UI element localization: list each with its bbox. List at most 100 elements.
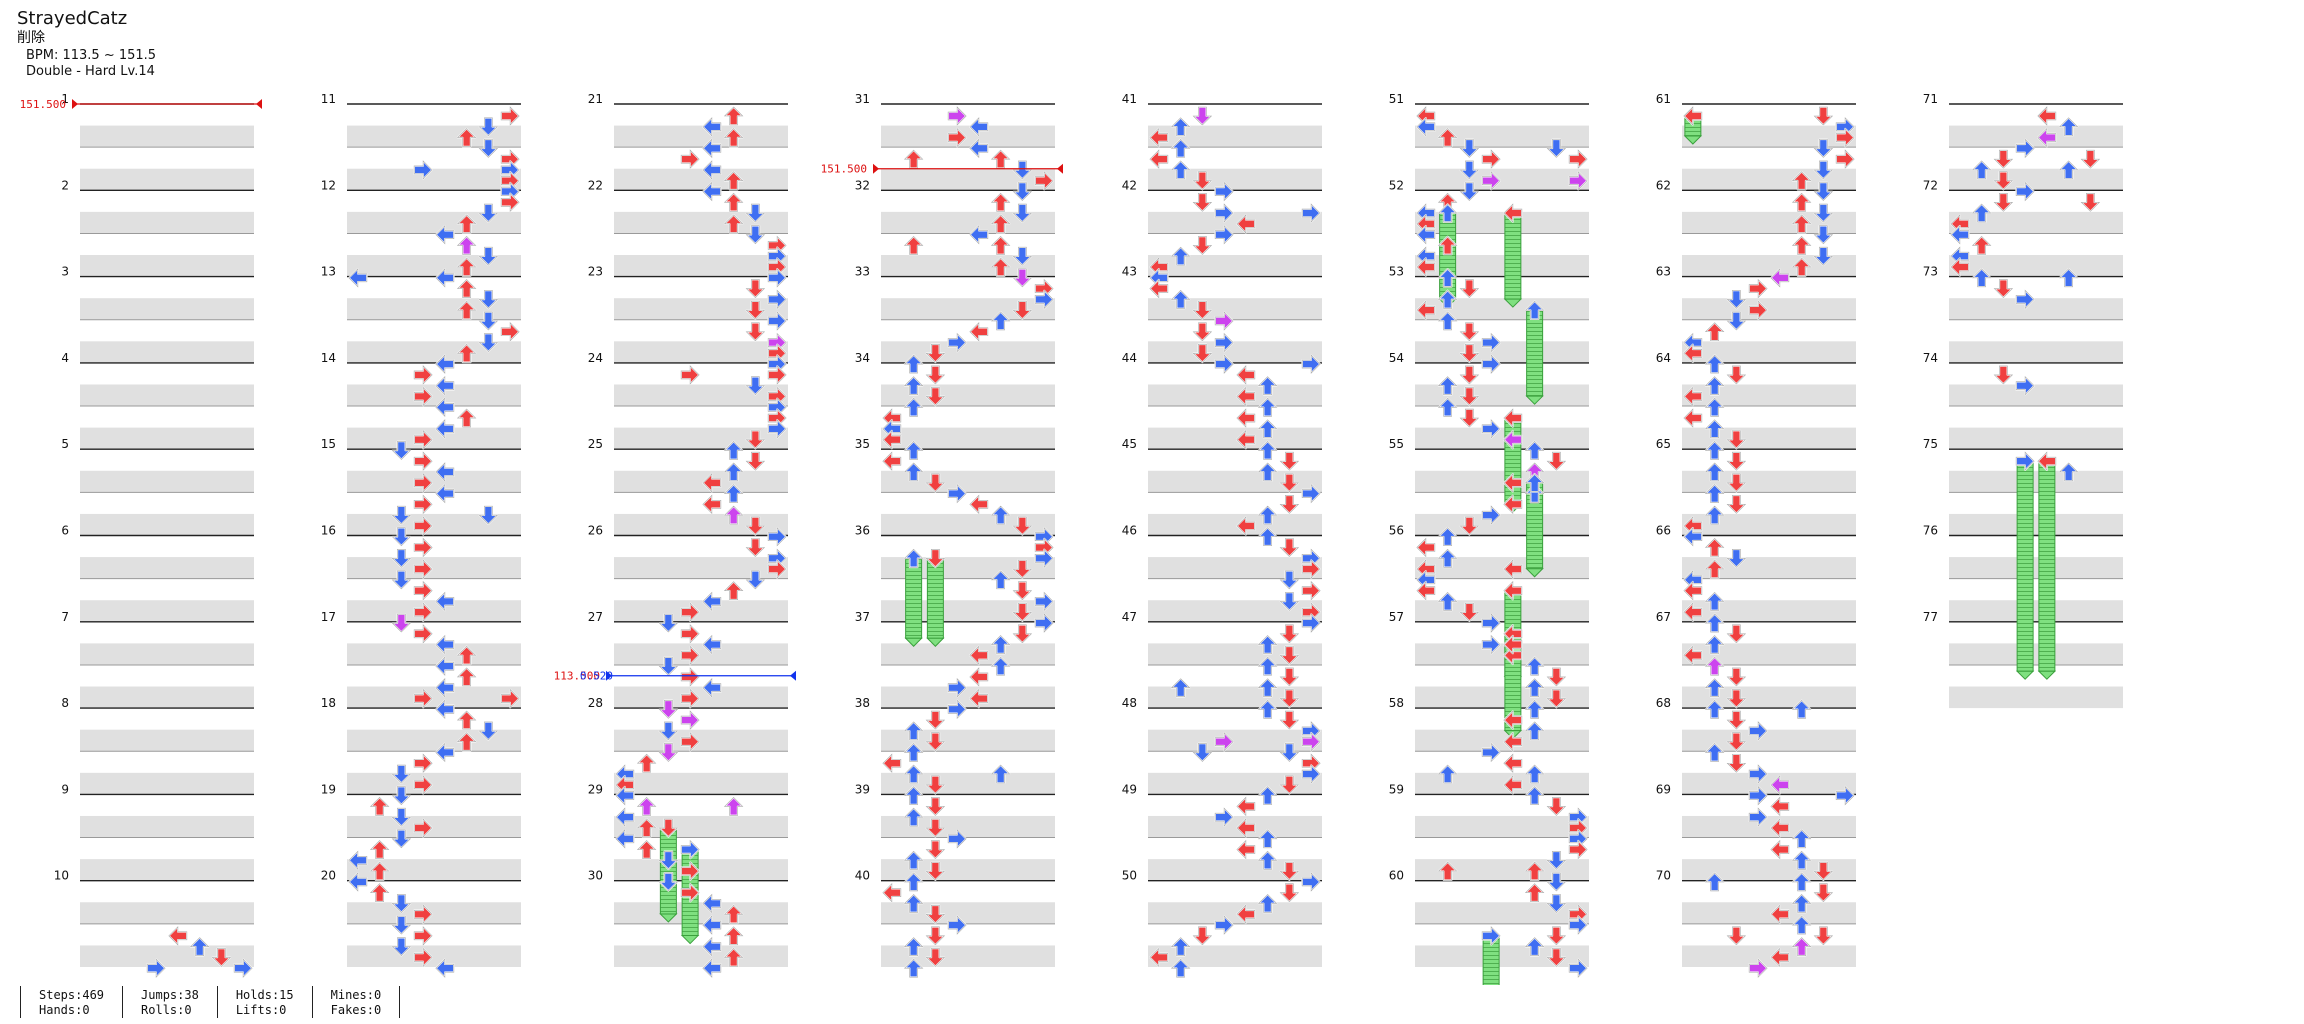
arrow-note — [1704, 656, 1725, 676]
arrow-note — [658, 699, 679, 720]
arrow-note — [1993, 278, 2014, 299]
arrow-note — [1279, 882, 1300, 903]
arrow-note — [658, 742, 679, 763]
arrow-note — [1012, 246, 1033, 267]
arrow-note — [1149, 278, 1169, 299]
arrow-note — [435, 375, 455, 396]
arrow-note — [702, 494, 722, 515]
arrow-note — [2058, 160, 2079, 180]
arrow-note — [1524, 721, 1545, 741]
arrow-note — [1813, 224, 1834, 245]
arrow-note — [1459, 365, 1480, 385]
arrow-note — [723, 926, 744, 946]
song-header: StrayedCatz 削除 BPM: 113.5 ~ 151.5 Double… — [17, 10, 156, 79]
beat-stripe — [881, 384, 1055, 407]
arrow-note — [1791, 872, 1812, 892]
arrow-note — [478, 138, 499, 159]
arrow-note — [990, 656, 1011, 676]
measure-number: 68 — [1656, 696, 1671, 710]
arrow-note — [456, 731, 477, 752]
measure-number: 64 — [1656, 351, 1671, 365]
arrow-note — [413, 451, 433, 472]
arrow-note — [413, 386, 433, 407]
beat-stripe — [1148, 168, 1322, 191]
arrow-note — [1993, 170, 2014, 191]
arrow-note — [1481, 634, 1501, 655]
beat-stripe — [80, 945, 254, 967]
arrow-note — [1214, 181, 1234, 202]
arrow-note — [478, 246, 499, 267]
stats-col-4: Mines:0 Fakes:0 — [311, 986, 401, 1018]
beat-stripe — [347, 427, 521, 450]
beat-stripe — [1949, 643, 2123, 665]
beat-stripe — [347, 384, 521, 407]
measure-number: 60 — [1389, 869, 1404, 883]
arrow-note — [1257, 634, 1278, 655]
arrow-note — [702, 915, 722, 935]
measure-number: 28 — [588, 696, 603, 710]
measure-number: 53 — [1389, 265, 1404, 279]
hold-body — [2038, 460, 2056, 672]
hold-head — [903, 548, 924, 569]
arrow-note — [1950, 257, 1970, 277]
measure-number: 10 — [54, 869, 69, 883]
arrow-note — [925, 365, 946, 385]
arrow-note — [1791, 828, 1812, 849]
stat-rolls: Rolls:0 — [141, 1003, 192, 1017]
beat-stripe — [881, 772, 1055, 795]
arrow-note — [925, 343, 946, 364]
arrow-note — [1726, 688, 1747, 709]
arrow-note — [745, 203, 766, 223]
arrow-note — [391, 764, 412, 784]
arrow-note — [1034, 613, 1054, 633]
measure-number: 75 — [1923, 437, 1938, 451]
stop-value: 0.520 — [580, 670, 613, 683]
measure-number: 23 — [588, 265, 603, 279]
measure-number: 67 — [1656, 610, 1671, 624]
beat-stripe — [80, 729, 254, 752]
hold-head — [1503, 634, 1523, 655]
arrow-note — [478, 721, 499, 741]
measure-58: 58 — [1389, 696, 1589, 795]
arrow-note — [1012, 268, 1033, 288]
beat-stripe — [1682, 686, 1856, 709]
measure-51: 51 — [1389, 92, 1589, 191]
beat-stripe — [1415, 859, 1589, 881]
beat-stripe — [80, 255, 254, 277]
measure-number: 77 — [1923, 610, 1938, 624]
arrow-note — [413, 602, 433, 623]
beat-stripe — [1148, 211, 1322, 234]
arrow-note — [1257, 462, 1278, 482]
beat-stripe — [1148, 815, 1322, 838]
beat-stripe — [881, 211, 1055, 234]
measure-number: 2 — [61, 178, 69, 192]
beat-stripe — [1148, 298, 1322, 320]
measure-number: 71 — [1923, 92, 1938, 106]
arrow-note — [745, 570, 766, 590]
arrow-note — [1257, 677, 1278, 698]
arrow-note — [1503, 472, 1523, 493]
arrow-note — [1034, 591, 1054, 612]
measure-20: 20 — [321, 869, 521, 967]
arrow-note — [1503, 710, 1523, 730]
arrow-note — [1257, 850, 1278, 871]
beat-stripe — [1415, 729, 1589, 752]
hold-tail — [926, 637, 945, 647]
arrow-note — [636, 818, 657, 838]
measure-77: 77 — [1923, 610, 2123, 709]
beat-stripe — [881, 902, 1055, 924]
arrow-note — [391, 548, 412, 569]
arrow-note — [1279, 494, 1300, 515]
arrow-note — [413, 926, 433, 946]
arrow-note — [882, 882, 902, 903]
arrow-note — [1683, 645, 1703, 666]
arrow-note — [1993, 365, 2014, 385]
arrow-note — [882, 753, 902, 774]
beat-stripe — [881, 298, 1055, 320]
beat-stripe — [1682, 255, 1856, 277]
arrow-note — [456, 257, 477, 277]
measure-75: 75 — [1923, 437, 2123, 536]
arrow-note — [903, 397, 924, 418]
arrow-note — [1704, 440, 1725, 461]
arrow-note — [1568, 839, 1588, 860]
